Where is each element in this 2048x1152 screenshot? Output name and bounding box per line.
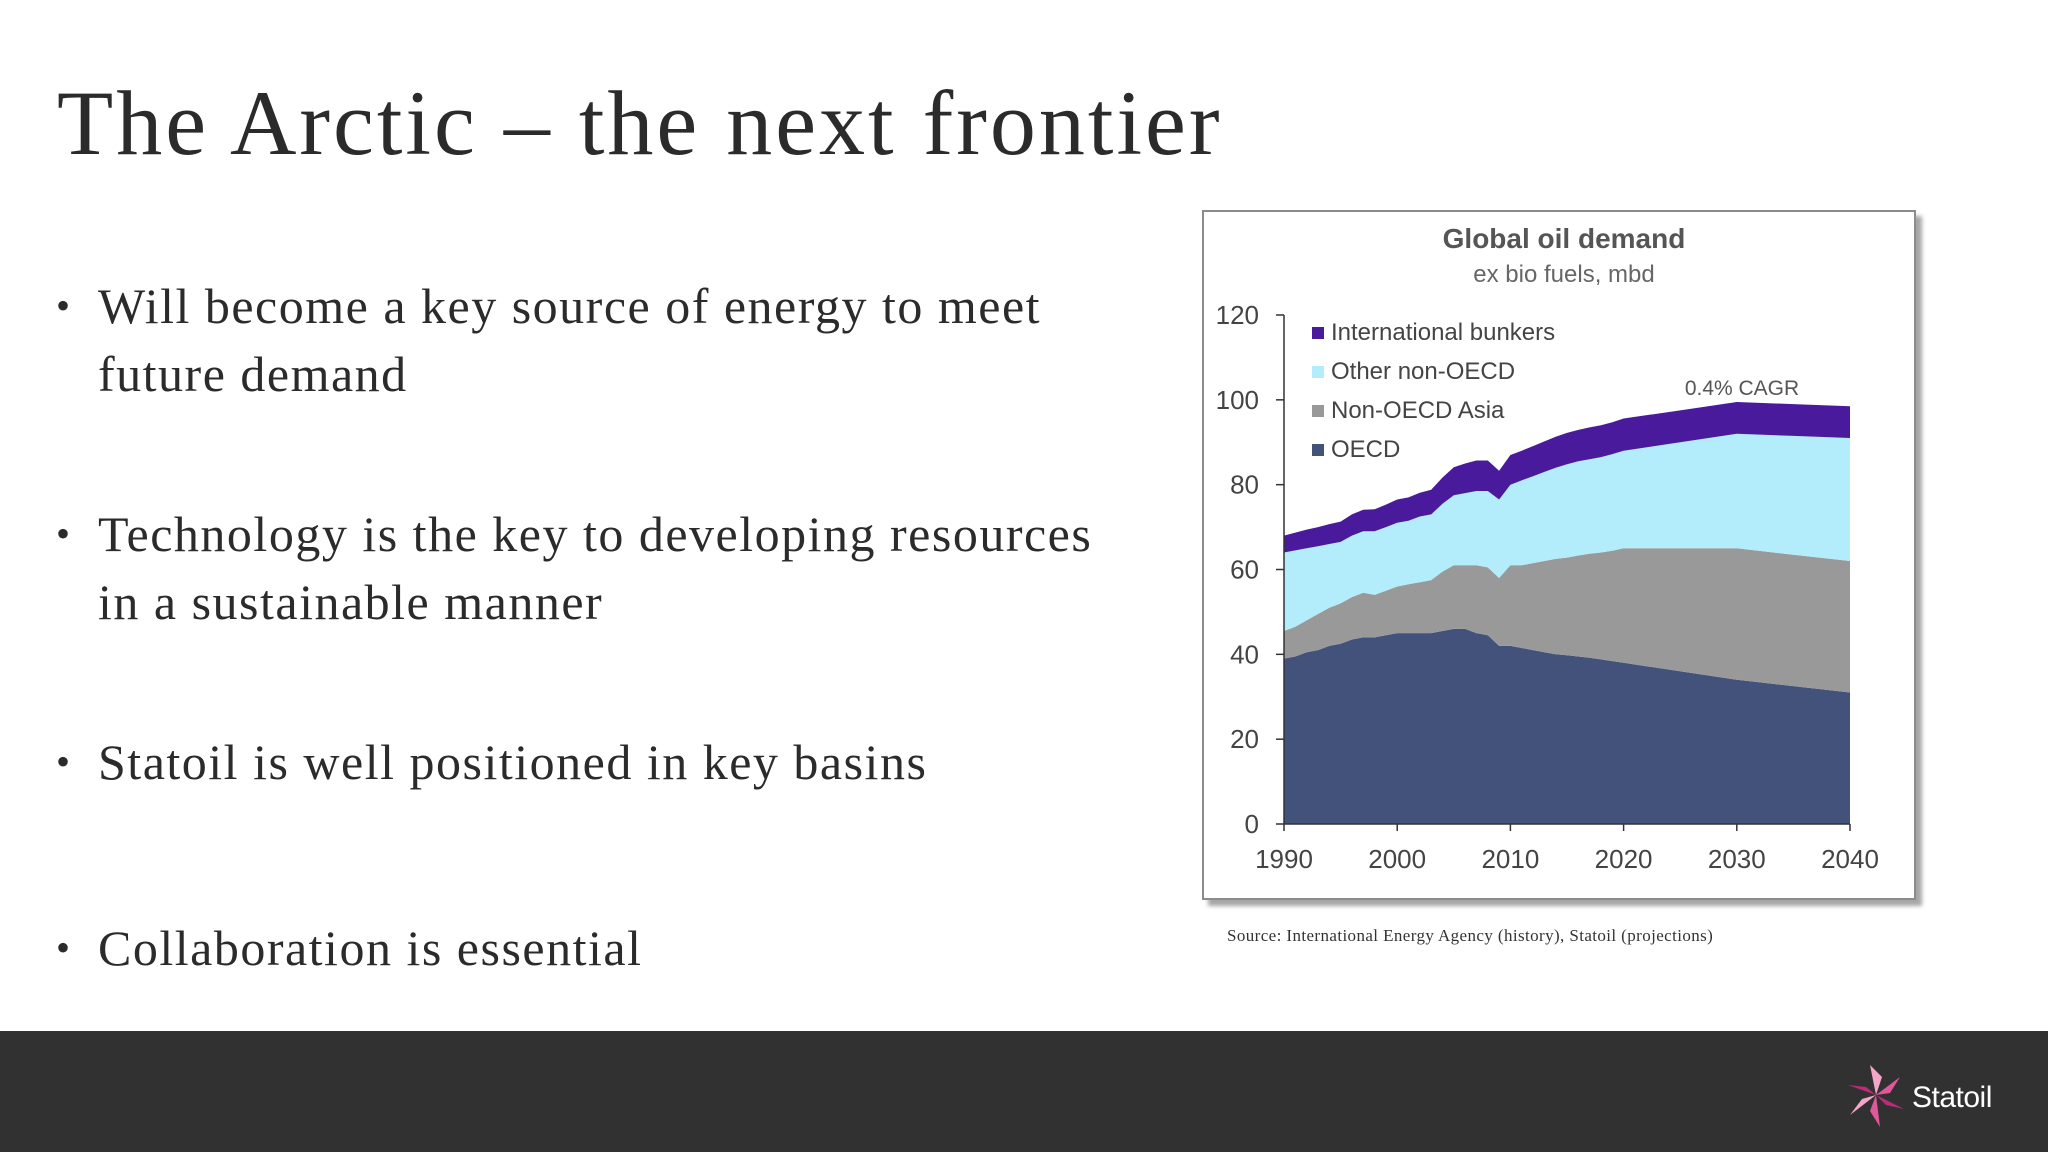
cagr-annotation: 0.4% CAGR: [1685, 377, 1799, 400]
y-tick-label: 20: [1230, 724, 1259, 754]
area-series-non-oecd-asia: [1284, 548, 1850, 693]
chart-title: Global oil demand: [1443, 223, 1686, 254]
bullet-text: Will become a key source of energy to me…: [98, 278, 1042, 402]
bullet-text: Statoil is well positioned in key basins: [98, 734, 928, 790]
footer-bar: Statoil: [0, 1031, 2048, 1152]
bullet-text: Collaboration is essential: [98, 920, 643, 976]
slide-title: The Arctic – the next frontier: [57, 72, 1223, 174]
x-tick-label: 2020: [1595, 844, 1653, 874]
x-tick-label: 2040: [1821, 844, 1879, 874]
bullet-dot-icon: •: [56, 511, 72, 556]
legend-label: International bunkers: [1331, 319, 1555, 346]
legend-label: OECD: [1331, 436, 1400, 463]
brand-name: Statoil: [1912, 1081, 1992, 1114]
y-tick-label: 100: [1216, 385, 1259, 415]
legend-swatch: [1312, 405, 1324, 417]
chart-frame: Global oil demand ex bio fuels, mbd 0 20 4…: [1202, 210, 1916, 900]
x-tick-label: 1990: [1255, 844, 1313, 874]
legend-label: Other non-OECD: [1331, 358, 1515, 385]
y-tick-label: 120: [1216, 300, 1259, 330]
area-series-international-bunkers: [1284, 402, 1850, 553]
y-tick-label: 40: [1230, 639, 1259, 669]
area-series-oecd: [1284, 628, 1850, 824]
y-tick-label: 60: [1230, 555, 1259, 585]
oil-demand-chart: Global oil demand ex bio fuels, mbd 0204…: [1216, 223, 1879, 874]
bullet-dot-icon: •: [56, 925, 72, 970]
bullet-item: • Will become a key source of energy to …: [56, 272, 1116, 408]
legend-swatch: [1312, 327, 1324, 339]
x-tick-label: 2030: [1708, 844, 1766, 874]
bullet-text: Technology is the key to developing reso…: [98, 506, 1093, 630]
legend-swatch: [1312, 444, 1324, 456]
bullet-dot-icon: •: [56, 283, 72, 328]
legend-label: Non-OECD Asia: [1331, 397, 1505, 424]
statoil-logo: Statoil: [1846, 1061, 1996, 1131]
x-tick-label: 2010: [1481, 844, 1539, 874]
bullet-item: • Technology is the key to developing re…: [56, 500, 1116, 636]
chart-legend: International bunkers Other non-OECD Non-O…: [1312, 319, 1555, 463]
source-note: Source: International Energy Agency (his…: [1227, 926, 1714, 945]
chart-subtitle: ex bio fuels, mbd: [1473, 261, 1654, 288]
bullet-dot-icon: •: [56, 739, 72, 784]
star-logo-icon: [1848, 1065, 1904, 1127]
y-tick-label: 80: [1230, 470, 1259, 500]
bullet-item: • Statoil is well positioned in key basi…: [56, 728, 1116, 796]
x-tick-label: 2000: [1368, 844, 1426, 874]
legend-swatch: [1312, 366, 1324, 378]
bullet-item: • Collaboration is essential: [56, 914, 1116, 982]
area-layers: [1284, 402, 1850, 824]
area-series-other-non-oecd: [1284, 433, 1850, 631]
y-tick-label: 0: [1245, 809, 1259, 839]
